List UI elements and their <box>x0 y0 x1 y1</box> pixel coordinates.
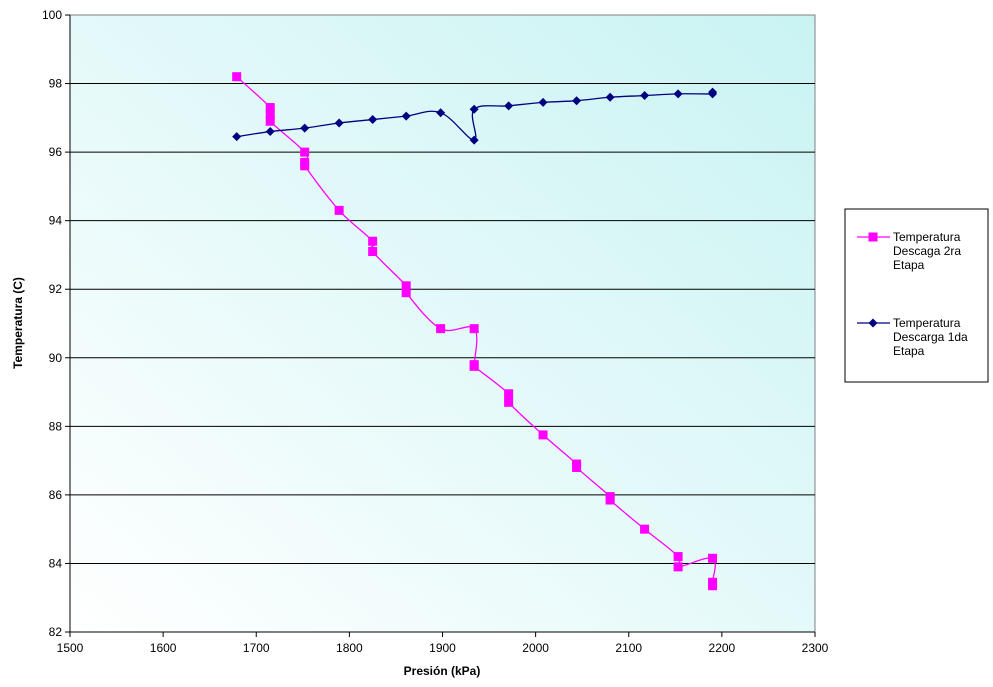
data-point <box>232 132 242 142</box>
y-axis-title: Temperatura (C) <box>11 277 25 369</box>
data-point <box>673 552 683 562</box>
data-point <box>673 89 683 99</box>
legend-marker <box>868 232 878 242</box>
data-point <box>265 109 275 119</box>
data-point <box>469 135 479 145</box>
x-tick-label: 1900 <box>429 641 456 655</box>
y-tick-label: 96 <box>49 145 63 159</box>
y-tick-label: 94 <box>49 214 63 228</box>
y-tick-label: 84 <box>49 556 63 570</box>
data-point <box>436 324 446 334</box>
x-tick-label: 1800 <box>336 641 363 655</box>
y-tick-label: 90 <box>49 351 63 365</box>
legend: Temperatura Descaga 2ra Etapa Temperatura De… <box>844 208 989 383</box>
legend-label: Temperatura Descaga 2ra Etapa <box>893 230 961 272</box>
series-layer <box>232 72 718 591</box>
data-point <box>673 562 683 572</box>
y-tick-label: 98 <box>49 77 63 91</box>
data-point <box>469 104 479 114</box>
series-2 <box>232 87 718 145</box>
y-tick-label: 92 <box>49 282 63 296</box>
data-point <box>504 397 514 407</box>
y-tick-label: 82 <box>49 625 63 639</box>
x-tick-label: 2200 <box>709 641 736 655</box>
data-point <box>572 96 582 106</box>
data-point <box>504 389 514 399</box>
legend-label: Temperatura Descarga 1da Etapa <box>893 316 968 358</box>
plot-area <box>69 14 816 633</box>
data-point <box>300 147 310 157</box>
legend-marker <box>868 318 878 328</box>
y-tick-label: 100 <box>42 8 62 22</box>
x-tick-label: 1700 <box>243 641 270 655</box>
x-tick-label: 1600 <box>150 641 177 655</box>
data-point <box>232 72 242 82</box>
data-point <box>469 324 479 334</box>
x-axis-title: Presión (kPa) <box>404 664 481 678</box>
data-point <box>334 205 344 215</box>
data-point <box>708 553 718 563</box>
gridlines <box>70 83 815 564</box>
data-point <box>605 495 615 505</box>
data-point <box>334 118 344 128</box>
y-tick-label: 86 <box>49 488 63 502</box>
data-point <box>265 127 275 137</box>
data-point <box>300 161 310 171</box>
data-point <box>640 524 650 534</box>
data-point <box>572 462 582 472</box>
x-tick-label: 1500 <box>57 641 84 655</box>
legend-entry-2: Temperatura Descarga 1da Etapa <box>857 316 968 358</box>
data-point <box>640 91 650 101</box>
data-point <box>401 288 411 298</box>
x-tick-label: 2300 <box>802 641 829 655</box>
data-point <box>368 236 378 246</box>
x-tick-label: 2100 <box>615 641 642 655</box>
x-tick-label: 2000 <box>522 641 549 655</box>
data-point <box>538 97 548 107</box>
data-point <box>469 361 479 371</box>
data-point <box>538 430 548 440</box>
series-1 <box>232 72 718 591</box>
data-point <box>368 247 378 257</box>
data-point <box>504 101 514 111</box>
x-axis: 1500 1600 1700 1800 1900 2000 2100 2200 2300 <box>57 631 829 655</box>
data-point <box>436 108 446 118</box>
data-point <box>708 87 718 97</box>
y-axis: 82 84 86 88 90 92 94 96 98 100 <box>42 8 71 639</box>
data-point <box>605 92 615 102</box>
y-tick-label: 88 <box>49 419 63 433</box>
data-point <box>265 116 275 126</box>
data-point <box>401 281 411 291</box>
data-point <box>368 115 378 125</box>
legend-entry-1: Temperatura Descaga 2ra Etapa <box>857 230 961 272</box>
data-point <box>708 581 718 591</box>
data-point <box>300 123 310 133</box>
data-point <box>265 103 275 113</box>
data-point <box>401 111 411 121</box>
